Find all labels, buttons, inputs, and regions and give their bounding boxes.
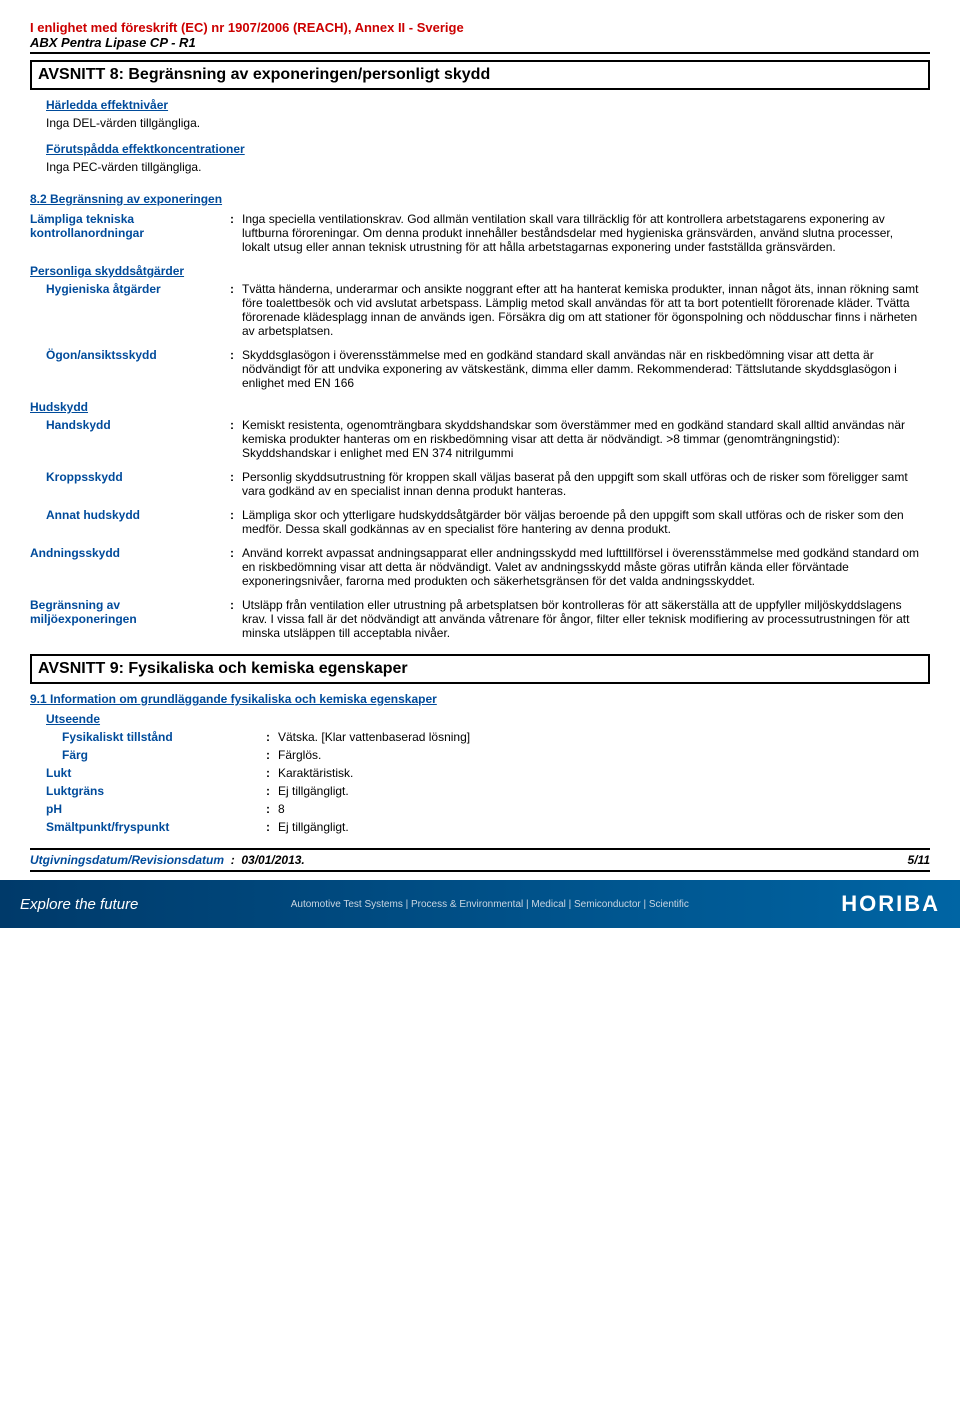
odor-threshold-value: Ej tillgängligt. (278, 784, 930, 798)
product-name: ABX Pentra Lipase CP - R1 (30, 35, 930, 54)
horiba-logo: HORIBA (841, 891, 940, 917)
hygiene-row: Hygieniska åtgärder : Tvätta händerna, u… (46, 282, 930, 338)
body-value: Personlig skyddsutrustning för kroppen s… (242, 470, 930, 498)
physical-state-label: Fysikaliskt tillstånd (62, 730, 266, 744)
other-skin-value: Lämpliga skor och ytterligare hudskyddså… (242, 508, 930, 536)
env-label: Begränsning av miljöexponeringen (30, 598, 230, 640)
odor-row: Lukt : Karaktäristisk. (46, 766, 930, 780)
section-9-box: AVSNITT 9: Fysikaliska och kemiska egens… (30, 654, 930, 684)
explore-text: Explore the future (20, 896, 138, 913)
page-number: 5/11 (908, 853, 930, 867)
melt-row: Smältpunkt/fryspunkt : Ej tillgängligt. (46, 820, 930, 834)
color-row: Färg : Färglös. (62, 748, 930, 762)
respiratory-label: Andningsskydd (30, 546, 230, 588)
reach-header: I enlighet med föreskrift (EC) nr 1907/2… (30, 20, 930, 35)
pec-text: Inga PEC-värden tillgängliga. (46, 160, 930, 174)
hygiene-value: Tvätta händerna, underarmar och ansikte … (242, 282, 930, 338)
section-9-1-heading: 9.1 Information om grundläggande fysikal… (30, 692, 930, 706)
eye-label: Ögon/ansiktsskydd (46, 348, 230, 390)
color-value: Färglös. (278, 748, 930, 762)
section-8-title: AVSNITT 8: Begränsning av exponeringen/p… (38, 66, 490, 83)
odor-threshold-label: Luktgräns (46, 784, 266, 798)
odor-label: Lukt (46, 766, 266, 780)
skin-heading: Hudskydd (30, 400, 930, 414)
other-skin-label: Annat hudskydd (46, 508, 230, 536)
section-8-box: AVSNITT 8: Begränsning av exponeringen/p… (30, 60, 930, 90)
hand-label: Handskydd (46, 418, 230, 460)
derived-effect-heading: Härledda effektnivåer (46, 98, 930, 112)
ph-value: 8 (278, 802, 930, 816)
bottom-bar: Explore the future Automotive Test Syste… (0, 880, 960, 928)
physical-state-value: Vätska. [Klar vattenbaserad lösning] (278, 730, 930, 744)
categories-text: Automotive Test Systems | Process & Envi… (291, 899, 689, 910)
hand-value: Kemiskt resistenta, ogenomträngbara skyd… (242, 418, 930, 460)
respiratory-value: Använd korrekt avpassat andningsapparat … (242, 546, 930, 588)
appearance-heading: Utseende (46, 712, 930, 726)
other-skin-row: Annat hudskydd : Lämpliga skor och ytter… (46, 508, 930, 536)
pec-heading: Förutspådda effektkoncentrationer (46, 142, 930, 156)
document-page: I enlighet med föreskrift (EC) nr 1907/2… (0, 0, 960, 872)
eye-value: Skyddsglasögon i överensstämmelse med en… (242, 348, 930, 390)
odor-threshold-row: Luktgräns : Ej tillgängligt. (46, 784, 930, 798)
section-8-2-heading: 8.2 Begränsning av exponeringen (30, 192, 930, 206)
color-label: Färg (62, 748, 266, 762)
ph-row: pH : 8 (46, 802, 930, 816)
env-value: Utsläpp från ventilation eller utrustnin… (242, 598, 930, 640)
hand-row: Handskydd : Kemiskt resistenta, ogenomtr… (46, 418, 930, 460)
respiratory-row: Andningsskydd : Använd korrekt avpassat … (30, 546, 930, 588)
footer-row: Utgivningsdatum/Revisionsdatum : 03/01/2… (30, 848, 930, 872)
melt-label: Smältpunkt/fryspunkt (46, 820, 266, 834)
hygiene-label: Hygieniska åtgärder (46, 282, 230, 338)
personal-protection-heading: Personliga skyddsåtgärder (30, 264, 930, 278)
body-row: Kroppsskydd : Personlig skyddsutrustning… (46, 470, 930, 498)
eye-row: Ögon/ansiktsskydd : Skyddsglasögon i öve… (46, 348, 930, 390)
melt-value: Ej tillgängligt. (278, 820, 930, 834)
technical-controls-row: Lämpliga tekniska kontrollanordningar : … (30, 212, 930, 254)
ph-label: pH (46, 802, 266, 816)
footer-label: Utgivningsdatum/Revisionsdatum (30, 853, 224, 867)
technical-controls-value: Inga speciella ventilationskrav. God all… (242, 212, 930, 254)
body-label: Kroppsskydd (46, 470, 230, 498)
odor-value: Karaktäristisk. (278, 766, 930, 780)
section-9-title: AVSNITT 9: Fysikaliska och kemiska egens… (38, 660, 408, 677)
physical-state-row: Fysikaliskt tillstånd : Vätska. [Klar va… (62, 730, 930, 744)
footer-date: 03/01/2013. (241, 853, 304, 867)
del-text: Inga DEL-värden tillgängliga. (46, 116, 930, 130)
env-row: Begränsning av miljöexponeringen : Utslä… (30, 598, 930, 640)
technical-controls-label: Lämpliga tekniska kontrollanordningar (30, 212, 230, 254)
